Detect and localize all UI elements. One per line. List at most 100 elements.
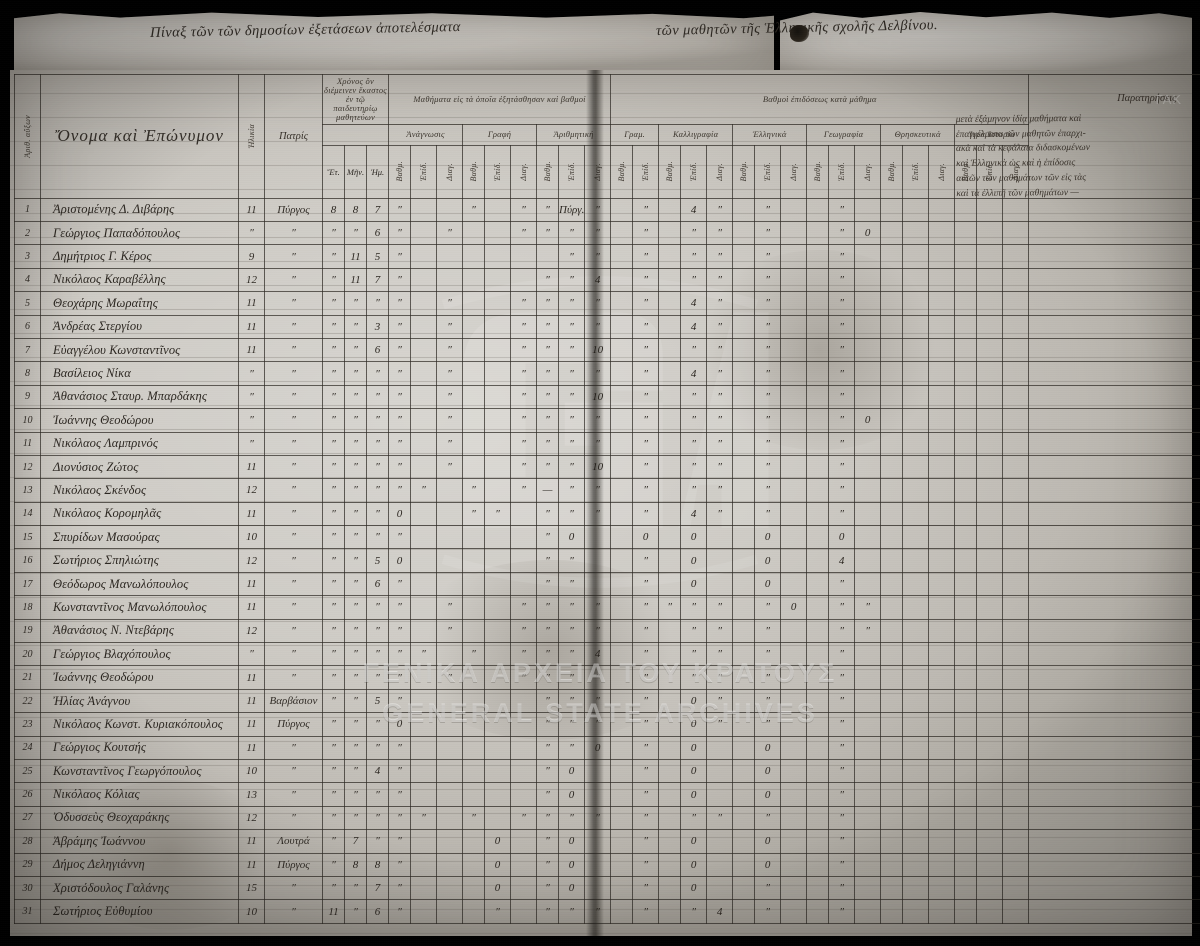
header-tenure-sub-caption <box>322 123 389 146</box>
table-row[interactable]: 4 Νικόλαος Καραβέλλης 12 ″ ″ 11 7 ″ ″ ″ 4 ″ ″ ″ ″ ″ <box>14 267 1200 293</box>
student-age: 11 <box>238 571 265 597</box>
grade-cell-26 <box>1028 478 1200 503</box>
table-row[interactable]: 30 Χριστόδουλος Γαλάνης 15 ″ ″ ″ 7 ″ 0 ″ 0 ″ 0 ″ ″ <box>14 875 1200 901</box>
grade-cell-20 <box>880 454 904 480</box>
grade-cell-16 <box>780 665 808 690</box>
table-row[interactable]: 31 Σωτήριος Εὐθυμίου 10 ″ 11 ″ 6 ″ ″ ″ ″ ″ ″ ″ 4 ″ ″ <box>14 899 1200 924</box>
grade-cell-11 <box>658 384 682 410</box>
grade-cell-12: 4 <box>680 197 708 223</box>
tenure-cell-1: ″ <box>344 875 367 901</box>
grade-cell-11 <box>658 782 682 807</box>
table-row[interactable]: 15 Σπυρίδων Μασούρας 10 ″ ″ ″ ″ ″ ″ 0 0 0 0 0 <box>14 525 1200 550</box>
table-row[interactable]: 14 Νικόλαος Κορομηλᾶς 11 ″ ″ ″ ″ 0 ″ ″ ″ ″ ″ ″ 4 ″ ″ ″ <box>14 501 1200 527</box>
grade-cell-19 <box>854 267 882 293</box>
grade-cell-14 <box>732 642 756 667</box>
table-row[interactable]: 26 Νικόλαος Κόλιας 13 ″ ″ ″ ″ ″ ″ 0 ″ 0 0 ″ <box>14 782 1200 807</box>
grade-cell-21 <box>902 805 930 831</box>
grade-cell-4 <box>484 384 511 410</box>
grade-cell-1 <box>410 244 437 269</box>
grade-cell-22 <box>928 618 956 644</box>
table-row[interactable]: 2 Γεώργιος Παπαδόπουλος ″ ″ ″ ″ 6 ″ ″ ″ ″ ″ ″ ″ ″ ″ ″ ″ 0 <box>14 220 1200 246</box>
grade-cell-1 <box>410 454 437 480</box>
table-row[interactable]: 28 Ἀβράμης Ἰωάννου 11 Λουτρά ″ 7 ″ ″ 0 ″ 0 ″ 0 0 ″ <box>14 829 1200 854</box>
grade-cell-11: ″ <box>658 595 682 620</box>
grade-cell-17 <box>806 688 830 714</box>
table-row[interactable]: 3 Δημήτριος Γ. Κέρος 9 ″ ″ 11 5 ″ ″ ″ ″ ″ ″ ″ ″ <box>14 244 1200 269</box>
grade-cell-10: ″ <box>632 197 660 223</box>
student-age: 12 <box>238 548 265 573</box>
grade-cell-24 <box>976 735 1004 760</box>
grade-cell-11 <box>658 712 682 737</box>
table-row[interactable]: 18 Κωνσταντῖνος Μανωλόπουλος 11 ″ ″ ″ ″ ″ ″ ″ ″ ″ ″ ″… <box>14 595 1200 620</box>
table-row[interactable]: 23 Νικόλαος Κωνστ. Κυριακόπουλος 11 Πύργος ″… <box>14 712 1200 737</box>
grade-cell-14 <box>732 735 756 760</box>
table-row[interactable]: 9 Ἀθανάσιος Σταυρ. Μπαρδάκης ″ ″ ″ ″ ″ ″ ″ ″ ″ ″ 10 ″… <box>14 384 1200 410</box>
grade-cell-23 <box>954 478 978 503</box>
grade-cell-15: ″ <box>754 408 782 433</box>
grade-cell-4: 0 <box>484 829 511 854</box>
table-row[interactable]: 25 Κωνσταντῖνος Γεωργόπουλος 10 ″ ″ ″ 4 ″ ″ 0 ″ 0 0 ″ <box>14 758 1200 784</box>
grade-cell-20 <box>880 361 904 386</box>
table-row[interactable]: 1 Ἀριστομένης Δ. Διβάρης 11 Πύργος 8 8 7 ″ ″ ″ ″ Πύ… <box>14 197 1200 223</box>
grade-cell-26 <box>1028 805 1200 831</box>
grade-cell-7: ″ <box>558 688 585 714</box>
table-row[interactable]: 12 Διονύσιος Ζώτος 11 ″ ″ ″ ″ ″ ″ ″ ″ ″ 10 ″ ″ ″ ″ ″ <box>14 454 1200 480</box>
grade-cell-12: 0 <box>680 875 708 901</box>
grade-cell-19 <box>854 384 882 410</box>
grade-cell-9 <box>610 829 634 854</box>
grade-cell-26 <box>1028 758 1200 784</box>
header-group-row: Ἀριθ. αὔξων Ὄνομα καὶ Ἐπώνυμον Ἡλικία Πα… <box>14 74 1200 199</box>
grade-cell-9 <box>610 595 634 620</box>
header-tenure-months: Μῆν. <box>344 144 367 199</box>
header-age: Ἡλικία <box>238 74 265 199</box>
table-row[interactable]: 16 Σωτήριος Σπηλιώτης 12 ″ ″ ″ 5 0 ″ ″ ″ 0 0 4 <box>14 548 1200 573</box>
table-row[interactable]: 27 Ὀδυσσεὺς Θεοχαράκης 12 ″ ″ ″ ″ ″ ″ ″ ″ ″ ″ ″ ″ ″ ″ ″ ″ <box>14 805 1200 831</box>
grade-cell-1 <box>410 267 437 293</box>
grade-cell-22 <box>928 595 956 620</box>
grade-cell-19 <box>854 758 882 784</box>
student-age: 11 <box>238 735 265 760</box>
grade-cell-13: ″ <box>706 805 734 831</box>
student-name: Θεοχάρης Μωραΐτης <box>40 291 239 316</box>
table-row[interactable]: 11 Νικόλαος Λαμπρινός ″ ″ ″ ″ ″ ″ ″ ″ ″ ″ ″ ″ ″ ″ ″ ″ <box>14 431 1200 456</box>
grade-cell-11 <box>658 454 682 480</box>
grade-cell-14 <box>732 829 756 854</box>
grade-cell-16 <box>780 431 808 456</box>
tenure-cell-0: ″ <box>322 665 345 690</box>
grade-cell-3 <box>462 454 485 480</box>
table-row[interactable]: 5 Θεοχάρης Μωραΐτης 11 ″ ″ ″ ″ ″ ″ ″ ″ ″ ″ ″ 4 ″ ″ ″ <box>14 291 1200 316</box>
table-row[interactable]: 19 Ἀθανάσιος Ν. Ντεβάρης 12 ″ ″ ″ ″ ″ ″ ″ ″ ″ ″ ″ ″ ″ ″ ″… <box>14 618 1200 644</box>
grade-cell-8 <box>583 829 612 854</box>
row-index: 25 <box>14 758 41 784</box>
table-row[interactable]: 20 Γεώργιος Βλαχόπουλος ″ ″ ″ ″ ″ ″ ″ ″ ″ ″ ″ 4 ″ ″ ″ ″ ″ <box>14 642 1200 667</box>
tenure-cell-0: ″ <box>322 805 345 831</box>
table-row[interactable]: 21 Ἰωάννης Θεοδώρου 11 ″ ″ ″ ″ ″ ″ ″ ″ ″ ″ ″ ″ ″ ″ ″ <box>14 665 1200 690</box>
table-row[interactable]: 6 Ἀνδρέας Στεργίου 11 ″ ″ ″ 3 ″ ″ ″ ″ ″ ″ ″ 4 ″ ″ ″ <box>14 314 1200 339</box>
grade-cell-26 <box>1028 454 1200 480</box>
table-row[interactable]: 7 Εὐαγγέλου Κωνσταντῖνος 11 ″ ″ ″ 6 ″ ″ ″ ″ ″ 10 ″ ″ ″ ″… <box>14 337 1200 363</box>
grade-cell-5 <box>510 525 537 550</box>
grade-cell-1 <box>410 595 437 620</box>
table-row[interactable]: 24 Γεώργιος Κουτσής 11 ″ ″ ″ ″ ″ ″ ″ 0 ″ 0 0 ″ <box>14 735 1200 760</box>
row-index: 20 <box>14 642 41 667</box>
table-row[interactable]: 8 Βασίλειος Νίκα ″ ″ ″ ″ ″ ″ ″ ″ ″ ″ ″ ″ 4 ″ ″ ″ <box>14 361 1200 386</box>
table-row[interactable]: 17 Θεόδωρος Μανωλόπουλος 11 ″ ″ ″ 6 ″ ″ ″ ″ 0 0 ″ <box>14 571 1200 597</box>
table-row[interactable]: 13 Νικόλαος Σκένδος 12 ″ ″ ″ ″ ″ ″ ″ ″ — ″ ″ ″ ″ ″ ″ ″ <box>14 478 1200 503</box>
grade-cell-23 <box>954 688 978 714</box>
grade-cell-16 <box>780 408 808 433</box>
grade-cell-26 <box>1028 829 1200 854</box>
table-row[interactable]: 29 Δήμος Δεληγιάννη 11 Πύργος ″ 8 8 ″ 0 ″ 0 ″ 0 0 ″ <box>14 852 1200 877</box>
grade-cell-5 <box>510 735 537 760</box>
grade-cell-6: ″ <box>536 735 559 760</box>
grade-cell-24 <box>976 688 1004 714</box>
table-row[interactable]: 22 Ἠλίας Ἀνάγνου 11 Βαρβάσιον ″ ″ 5 ″ ″ ″ ″ ″ 0 ″ ″ ″ <box>14 688 1200 714</box>
tenure-cell-2: 7 <box>366 267 389 293</box>
grade-cell-17 <box>806 712 830 737</box>
student-name: Ὀδυσσεὺς Θεοχαράκης <box>40 805 239 831</box>
grade-cell-3 <box>462 314 485 339</box>
tenure-cell-2: 6 <box>366 899 389 924</box>
grade-cell-2: ″ <box>436 408 463 433</box>
grade-cell-18: ″ <box>828 478 856 503</box>
table-row[interactable]: 10 Ἰωάννης Θεοδώρου ″ ″ ″ ″ ″ ″ ″ ″ ″ ″ ″ ″ ″ ″ ″ ″ 0 <box>14 408 1200 433</box>
grade-cell-12: ″ <box>680 618 708 644</box>
